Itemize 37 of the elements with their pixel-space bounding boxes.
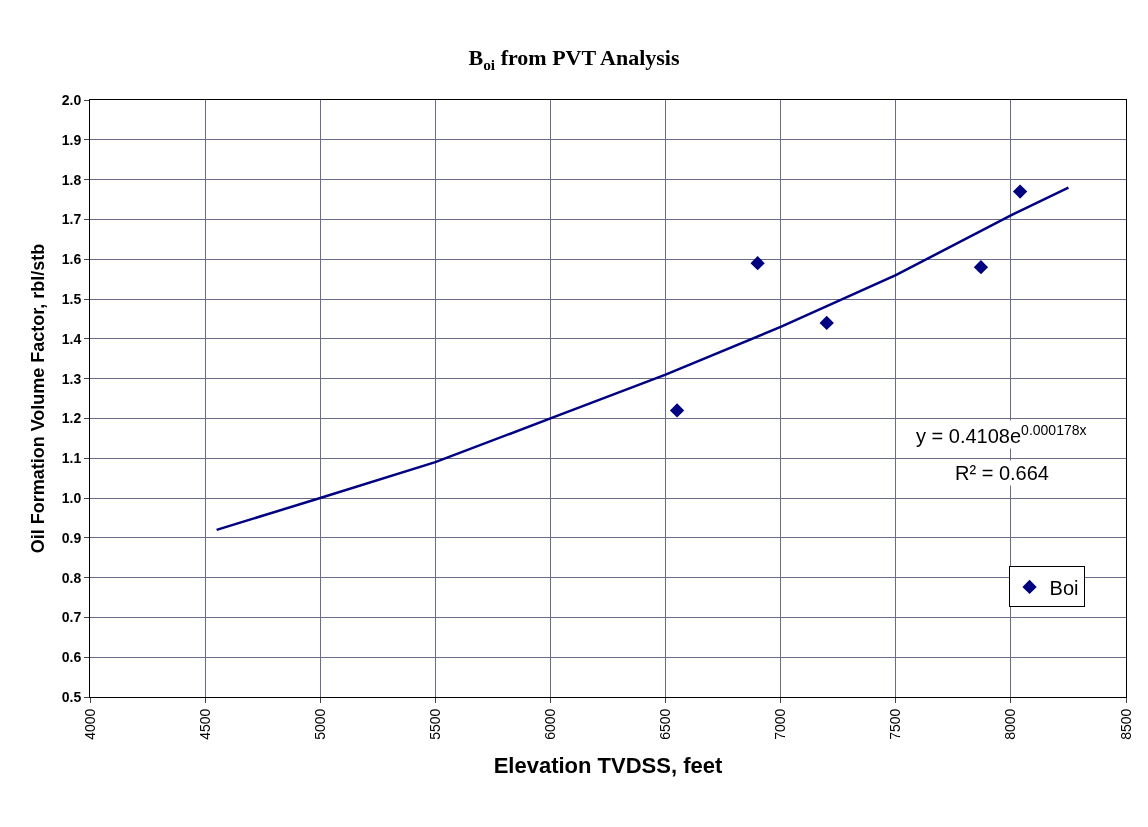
y-tick-label: 1.0 — [61, 489, 82, 506]
annotation: R² = 0.664 — [955, 462, 1049, 484]
y-axis-title: Oil Formation Volume Factor, rbl/stb — [28, 243, 48, 554]
y-tick-label: 0.7 — [61, 609, 82, 626]
y-tick-label: 2.0 — [61, 91, 82, 108]
y-tick-label: 1.4 — [61, 330, 82, 347]
point — [973, 260, 989, 275]
x-tick-label: 8000 — [1002, 708, 1019, 740]
point — [750, 256, 765, 271]
point — [669, 403, 685, 418]
point — [1012, 184, 1028, 199]
y-tick-label: 1.2 — [61, 410, 82, 427]
x-tick-label: 4000 — [81, 708, 98, 740]
x-tick-label: 5000 — [311, 708, 328, 740]
y-tick-label: 1.6 — [61, 251, 82, 268]
y-tick-label: 1.3 — [61, 370, 82, 387]
y-tick-label: 1.1 — [61, 450, 82, 467]
x-tick-label: 7500 — [887, 708, 904, 740]
y-tick-label: 0.6 — [61, 649, 82, 666]
x-tick-label: 7000 — [772, 708, 789, 740]
x-tick-label: 6500 — [657, 708, 674, 740]
y-tick-label: 1.9 — [61, 131, 82, 148]
x-tick-label: 4500 — [196, 708, 213, 740]
x-tick-label: 6000 — [541, 708, 558, 740]
y-tick-label: 1.8 — [61, 171, 82, 188]
chart-title: B$_{oi}$ from PVT Analysis — [468, 45, 680, 73]
y-tick-label: 0.8 — [61, 569, 82, 586]
legend-label: Boi — [1049, 576, 1079, 599]
y-tick-label: 0.9 — [61, 529, 82, 546]
point — [819, 315, 834, 331]
x-axis-title: Elevation TVDSS, feet — [493, 753, 723, 778]
y-tick-label: 1.7 — [61, 211, 82, 228]
x-tick-label: 5500 — [426, 708, 443, 740]
y-tick-label: 0.5 — [61, 688, 82, 705]
y-tick-label: 1.5 — [61, 290, 82, 307]
x-tick-label: 8500 — [1117, 708, 1134, 740]
annotation: y = 0.4108e$^{0.000178x}$ — [916, 422, 1087, 448]
